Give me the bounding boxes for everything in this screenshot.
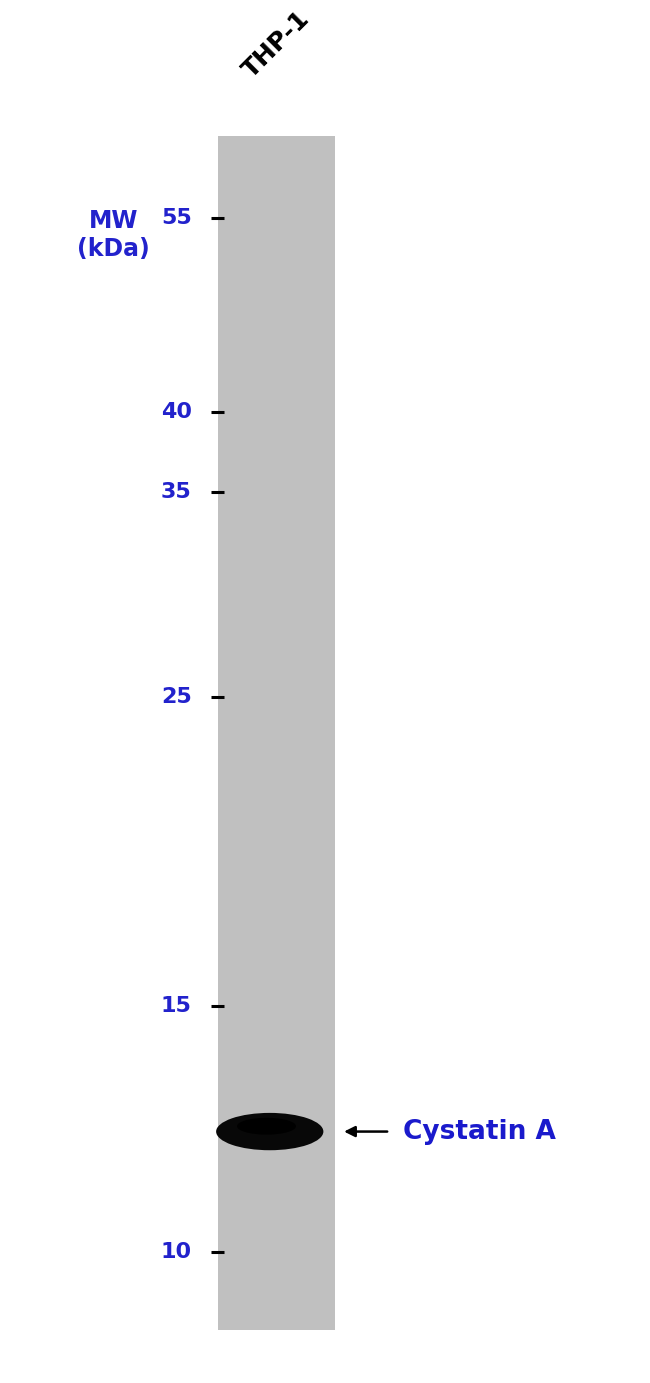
Text: 15: 15: [161, 996, 192, 1017]
Ellipse shape: [216, 1113, 324, 1151]
Text: 10: 10: [161, 1242, 192, 1263]
Text: Cystatin A: Cystatin A: [403, 1119, 556, 1145]
Text: THP-1: THP-1: [239, 7, 314, 83]
Text: 35: 35: [161, 483, 192, 502]
Text: MW
(kDa): MW (kDa): [77, 209, 150, 261]
Text: 40: 40: [161, 401, 192, 422]
Ellipse shape: [237, 1117, 296, 1134]
Text: 55: 55: [161, 209, 192, 228]
Text: 25: 25: [161, 686, 192, 707]
Bar: [218, 136, 335, 1329]
